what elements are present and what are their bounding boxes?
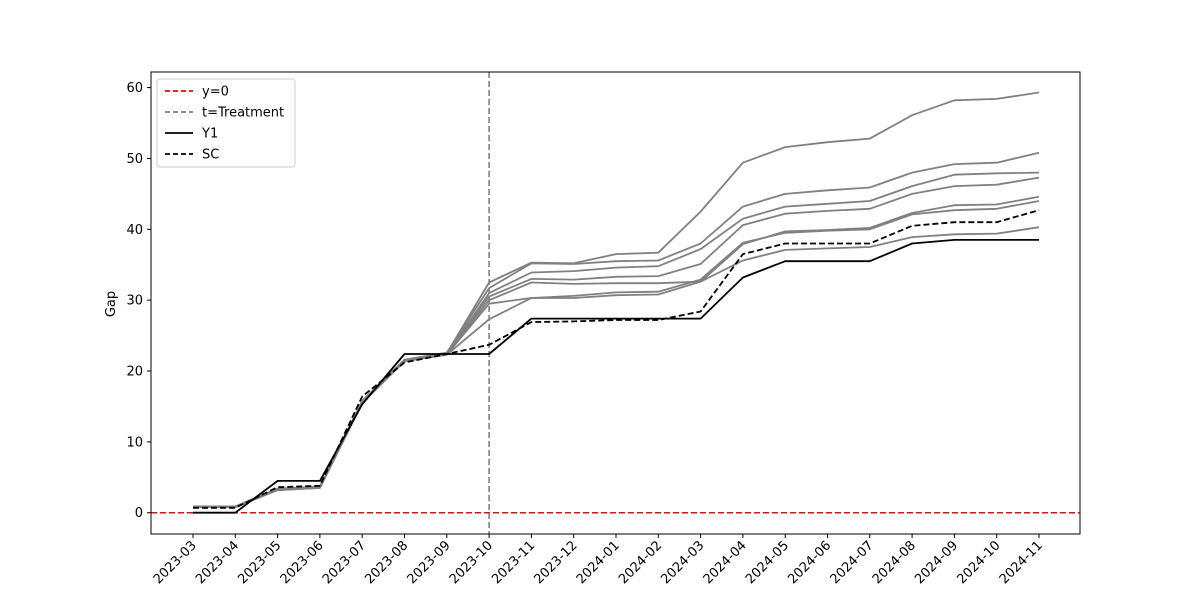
y-tick-label: 50 xyxy=(126,152,143,167)
series-line-sc xyxy=(193,209,1040,509)
placebo-line-7 xyxy=(193,226,1040,509)
legend-label-3: Y1 xyxy=(201,127,218,142)
y-tick-label: 60 xyxy=(126,81,143,96)
legend-label-2: t=Treatment xyxy=(202,106,284,121)
y-tick-label: 20 xyxy=(126,365,143,380)
y-tick-label: 0 xyxy=(135,506,143,521)
legend-label-1: y=0 xyxy=(202,85,229,100)
y-tick-label: 10 xyxy=(126,435,143,450)
plot-inner xyxy=(151,72,1080,534)
legend-label-4: SC xyxy=(202,148,219,163)
legend-box xyxy=(156,78,296,168)
y-tick-label: 40 xyxy=(126,223,143,238)
y-axis-label: Gap xyxy=(104,291,119,317)
y-tick-label: 30 xyxy=(126,294,143,309)
legend: y=0 t=Treatment Y1 SC xyxy=(156,78,296,168)
plot-area xyxy=(151,72,1080,534)
